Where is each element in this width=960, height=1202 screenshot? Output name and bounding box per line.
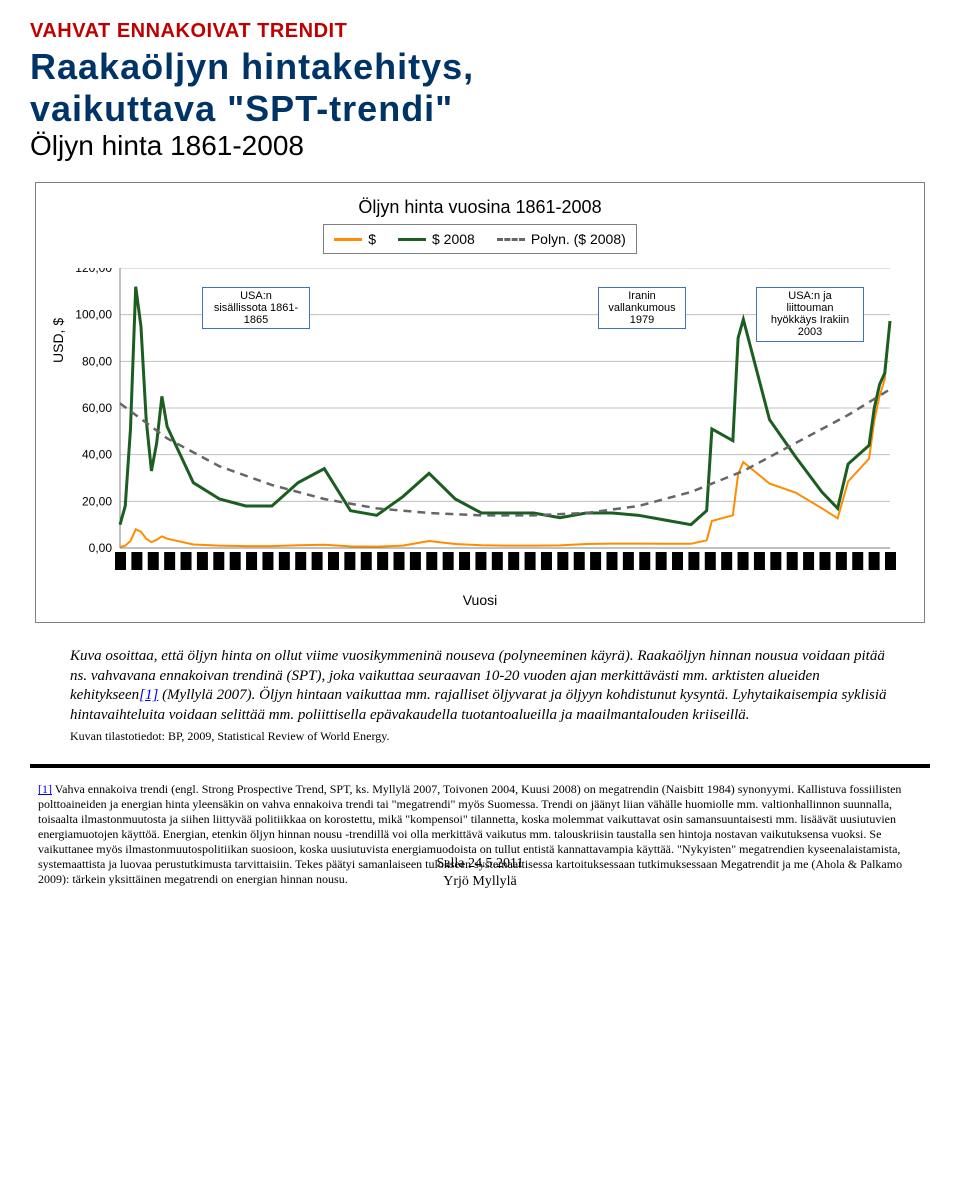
legend-item: $ [334, 231, 376, 247]
legend-item: $ 2008 [398, 231, 475, 247]
svg-text:120,00: 120,00 [75, 268, 112, 275]
legend-swatch [398, 238, 426, 241]
chart-annotation: USA:nsisällissota 1861-1865 [202, 287, 310, 329]
citation-line: Kuvan tilastotiedot: BP, 2009, Statistic… [70, 729, 890, 744]
legend-label: $ [368, 231, 376, 247]
caption-part-3: (Myllylä 2007). Öljyn hintaan vaikuttaa … [70, 687, 887, 723]
caption-paragraph: Kuva osoittaa, että öljyn hinta on ollut… [70, 647, 890, 725]
svg-text:60,00: 60,00 [82, 401, 112, 415]
footer-author: Yrjö Myllylä [443, 874, 517, 889]
kicker: VAHVAT ENNAKOIVAT TRENDIT [30, 20, 930, 43]
legend-swatch [497, 238, 525, 241]
chart-annotation: Iraninvallankumous1979 [598, 287, 686, 329]
title-line-1: Raakaöljyn hintakehitys, [30, 47, 930, 87]
svg-text:100,00: 100,00 [75, 308, 112, 322]
footnote-ref[interactable]: [1] [38, 782, 52, 796]
chart-title: Öljyn hinta vuosina 1861-2008 [50, 197, 910, 218]
chart-container: Öljyn hinta vuosina 1861-2008 $ $ 2008 Pol… [35, 182, 925, 623]
svg-text:0,00: 0,00 [89, 541, 113, 555]
y-axis-label: USD, $ [50, 318, 66, 363]
svg-text:80,00: 80,00 [82, 355, 112, 369]
legend-item: Polyn. ($ 2008) [497, 231, 626, 247]
footer-date: Salla 24.5.2011 [437, 856, 524, 871]
svg-text:20,00: 20,00 [82, 495, 112, 509]
subtitle: Öljyn hinta 1861-2008 [30, 130, 930, 162]
x-axis-label: Vuosi [50, 592, 910, 608]
svg-text:40,00: 40,00 [82, 448, 112, 462]
legend-label: $ 2008 [432, 231, 475, 247]
legend: $ $ 2008 Polyn. ($ 2008) [323, 224, 637, 254]
title-line-2: vaikuttava "SPT-trendi" [30, 89, 930, 129]
divider [30, 764, 930, 768]
legend-label: Polyn. ($ 2008) [531, 231, 626, 247]
chart-annotation: USA:n jaliittoumanhyökkäys Irakiin2003 [756, 287, 864, 341]
legend-swatch [334, 238, 362, 241]
footnote-link[interactable]: [1] [139, 687, 158, 703]
